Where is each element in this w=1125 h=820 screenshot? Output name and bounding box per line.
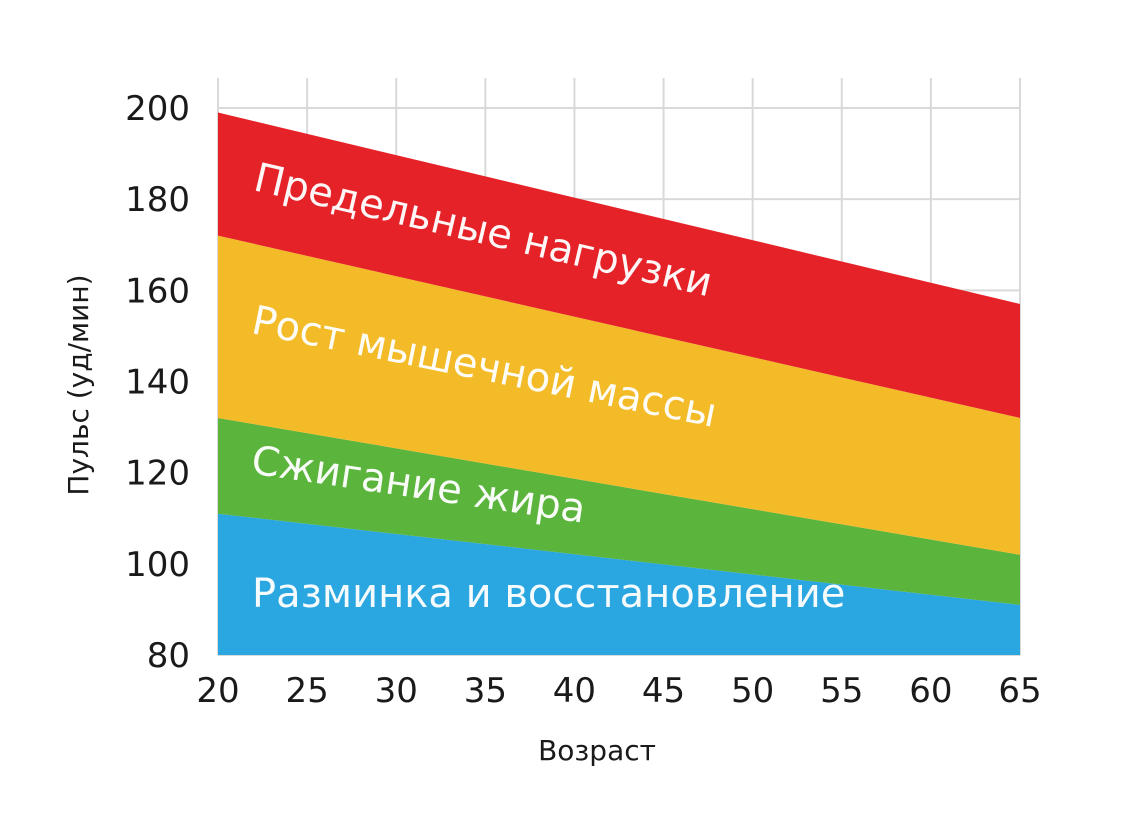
- y-tick-label: 120: [125, 454, 190, 494]
- x-axis-ticks: 20 25 30 35 40 45 50 55 60 65: [196, 671, 1041, 711]
- x-tick-label: 35: [464, 671, 507, 711]
- x-tick-label: 50: [731, 671, 774, 711]
- x-axis-title: Возраст: [538, 734, 656, 767]
- y-tick-label: 80: [147, 636, 190, 676]
- x-tick-label: 55: [820, 671, 863, 711]
- x-tick-label: 60: [909, 671, 952, 711]
- y-axis-ticks: 80 100 120 140 160 180 200: [125, 89, 190, 676]
- band-area-2: [218, 417, 1020, 605]
- band-area-4: [218, 112, 1020, 418]
- y-tick-label: 100: [125, 545, 190, 585]
- x-tick-label: 65: [998, 671, 1041, 711]
- y-tick-label: 200: [125, 89, 190, 129]
- bands: [218, 112, 1020, 655]
- y-tick-label: 160: [125, 271, 190, 311]
- x-tick-label: 25: [285, 671, 328, 711]
- band-area-1: [218, 513, 1020, 655]
- y-tick-label: 180: [125, 180, 190, 220]
- x-tick-label: 30: [375, 671, 418, 711]
- y-tick-label: 140: [125, 363, 190, 403]
- x-tick-label: 40: [553, 671, 596, 711]
- x-tick-label: 45: [642, 671, 685, 711]
- band-label-1: Разминка и восстановление: [252, 571, 845, 617]
- x-tick-label: 20: [196, 671, 239, 711]
- y-axis-title: Пульс (уд/мин): [62, 274, 95, 495]
- band-area-3: [218, 235, 1020, 555]
